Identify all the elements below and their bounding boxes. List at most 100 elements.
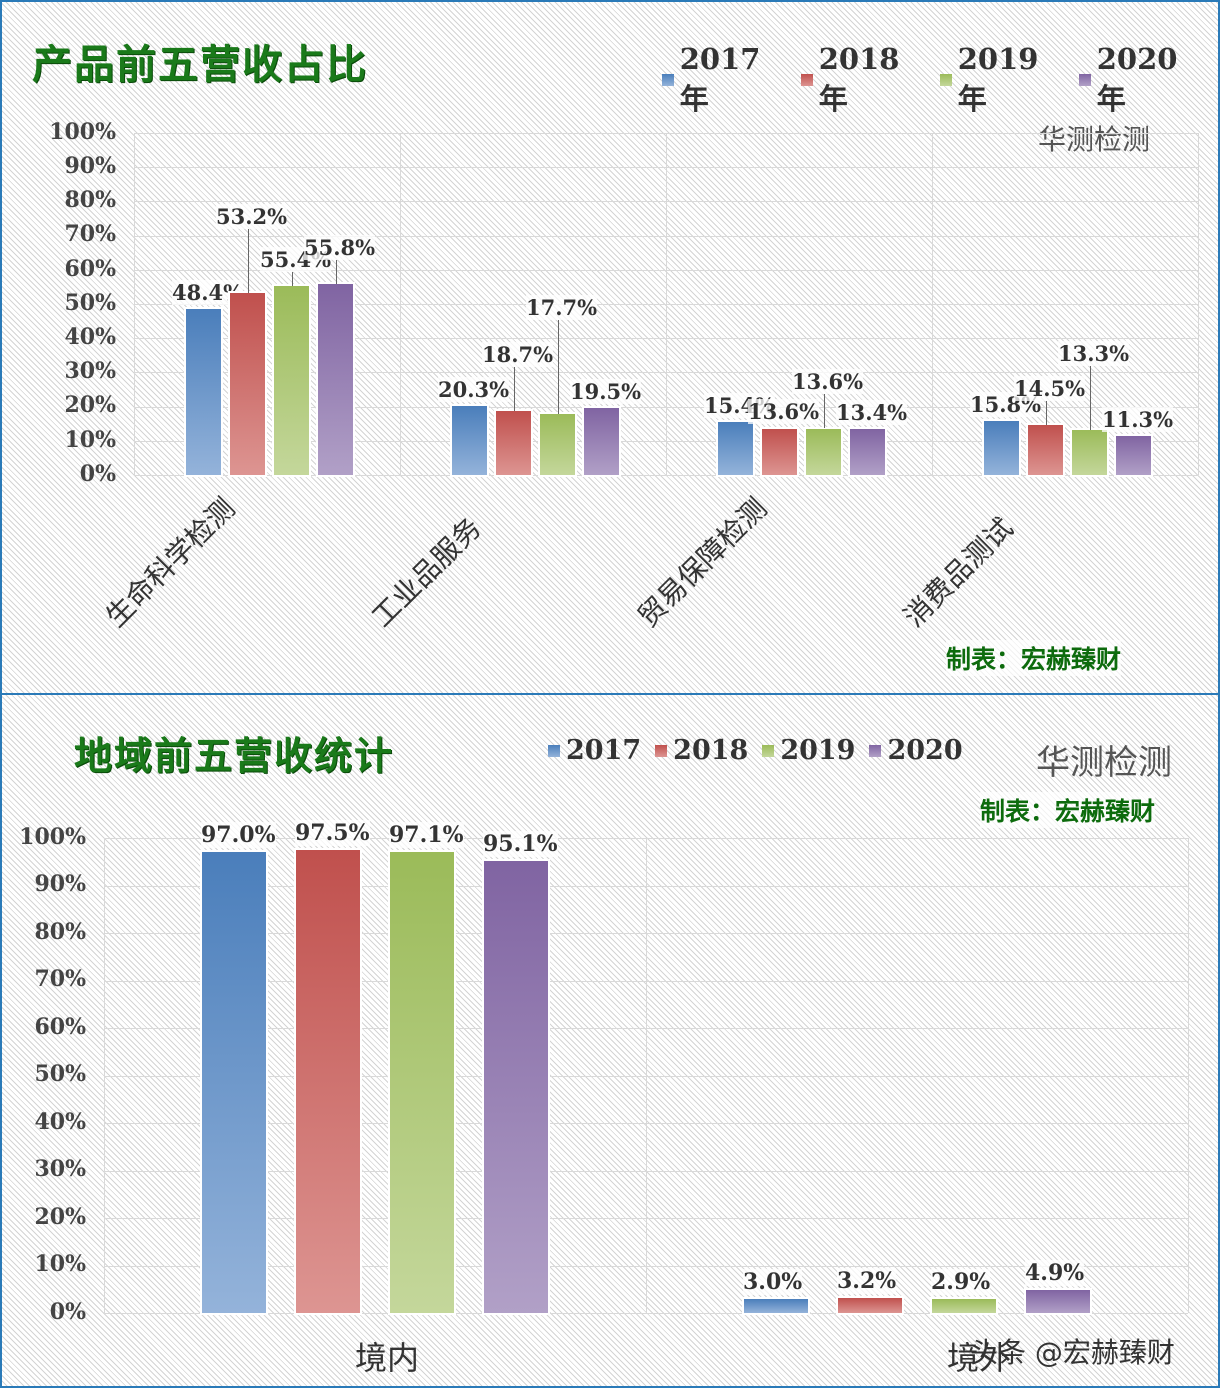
data-label: 18.7% (482, 342, 554, 368)
legend-swatch-icon (655, 744, 668, 757)
y-tick-label: 10% (64, 426, 116, 453)
y-tick-label: 40% (64, 323, 116, 350)
legend-item: 2020年 (1079, 42, 1204, 118)
bar-2019 (540, 414, 575, 475)
y-tick-label: 80% (64, 187, 116, 214)
y-tick-label: 30% (64, 358, 116, 385)
legend-label: 2020年 (1096, 42, 1178, 116)
bar-2020 (484, 861, 548, 1313)
bar-2018 (230, 293, 265, 475)
category-separator (134, 133, 135, 475)
leader-line (291, 271, 293, 286)
leader-line (335, 260, 337, 285)
legend-item: 2018年 (801, 42, 926, 118)
gridline (134, 475, 1198, 476)
category-separator (1198, 133, 1199, 475)
legend-item: 2020 (869, 735, 963, 766)
category-label: 工业品服务 (365, 511, 488, 634)
chart-legend: 2017年 2018年 2019年 2020年 (662, 42, 1218, 118)
legend-label: 2019 (780, 735, 856, 766)
data-label: 95.1% (483, 831, 558, 858)
y-tick-label: 50% (34, 1061, 86, 1088)
y-tick-label: 0% (79, 460, 116, 487)
legend-label: 2017年 (679, 42, 761, 116)
category-separator (1188, 838, 1189, 1313)
legend-label: 2018 (673, 735, 749, 766)
bar-2019 (932, 1299, 996, 1313)
data-label: 13.6% (748, 399, 820, 425)
data-label: 11.3% (1102, 407, 1174, 433)
y-tick-label: 100% (19, 823, 86, 850)
y-tick-label: 10% (34, 1251, 86, 1278)
category-label: 境外 (947, 1339, 1012, 1377)
y-tick-label: 90% (34, 871, 86, 898)
bar-2017 (186, 309, 221, 475)
data-label: 2.9% (931, 1269, 991, 1296)
data-label: 17.7% (526, 295, 598, 321)
y-tick-label: 60% (34, 1013, 86, 1040)
plot-area: 97.0% 97.5% 97.1% 95.1% 3.0% 3.2% 2.9% 4.9% (104, 819, 1189, 1314)
category-separator (646, 838, 647, 1313)
data-label: 55.8% (304, 235, 376, 261)
data-label: 19.5% (570, 379, 642, 405)
legend-swatch-icon (801, 74, 813, 86)
bar-2018 (762, 428, 797, 475)
chart-title: 产品前五营收占比 (32, 41, 368, 88)
legend-label: 2018年 (818, 42, 900, 116)
data-label: 97.5% (295, 819, 370, 846)
chart-title: 地域前五营收统计 (74, 733, 395, 778)
leader-line (1089, 365, 1091, 430)
y-tick-label: 50% (64, 289, 116, 316)
bar-2020 (1116, 436, 1151, 475)
bar-2019 (1072, 429, 1107, 475)
y-tick-label: 20% (34, 1203, 86, 1230)
leader-line (823, 394, 825, 429)
legend-swatch-icon (762, 744, 775, 757)
chart-legend: 2017 2018 2019 2020 (548, 735, 977, 766)
data-label: 53.2% (216, 204, 288, 230)
category-label: 消费品测试 (897, 511, 1020, 634)
watermark: 头条 @宏赫臻财 (970, 1336, 1175, 1369)
bar-2017 (202, 852, 266, 1313)
leader-line (1045, 401, 1047, 426)
category-label: 境内 (355, 1339, 420, 1377)
bar-2020 (850, 429, 885, 475)
category-label: 生命科学检测 (99, 491, 242, 634)
data-label: 14.5% (1014, 376, 1086, 402)
leader-line (513, 367, 515, 412)
y-tick-label: 80% (34, 918, 86, 945)
y-tick-label: 100% (49, 118, 116, 145)
legend-item: 2019年 (940, 42, 1065, 118)
legend-item: 2017年 (662, 42, 787, 118)
gridline (104, 1313, 1188, 1314)
legend-swatch-icon (869, 744, 882, 757)
bar-2020 (584, 408, 619, 475)
legend-label: 2019年 (957, 42, 1039, 116)
legend-swatch-icon (662, 74, 674, 86)
y-tick-label: 30% (34, 1156, 86, 1183)
legend-item: 2019 (762, 735, 855, 766)
y-tick-label: 70% (64, 221, 116, 248)
leader-line (557, 320, 559, 415)
legend-label: 2017 (566, 735, 642, 766)
data-label: 97.0% (201, 822, 276, 849)
data-label: 3.2% (837, 1267, 897, 1294)
legend-swatch-icon (548, 744, 560, 757)
data-label: 4.9% (1025, 1259, 1085, 1286)
bar-2018 (496, 411, 531, 475)
category-separator (400, 133, 401, 475)
category-separator (932, 133, 933, 475)
legend-swatch-icon (940, 74, 952, 86)
bar-2020 (318, 284, 353, 475)
y-tick-label: 20% (64, 392, 116, 419)
legend-swatch-icon (1079, 74, 1091, 86)
category-label: 贸易保障检测 (631, 491, 774, 634)
y-tick-label: 70% (34, 966, 86, 993)
y-tick-label: 0% (49, 1298, 86, 1325)
legend-label: 2020 (887, 735, 963, 766)
y-tick-label: 90% (64, 152, 116, 179)
legend-item: 2017 (548, 735, 641, 766)
bar-2017 (718, 422, 753, 475)
product-revenue-chart-panel: 产品前五营收占比 2017年 2018年 2019年 2020年 华测检测 48.4%… (0, 0, 1220, 695)
data-label: 20.3% (438, 376, 510, 402)
